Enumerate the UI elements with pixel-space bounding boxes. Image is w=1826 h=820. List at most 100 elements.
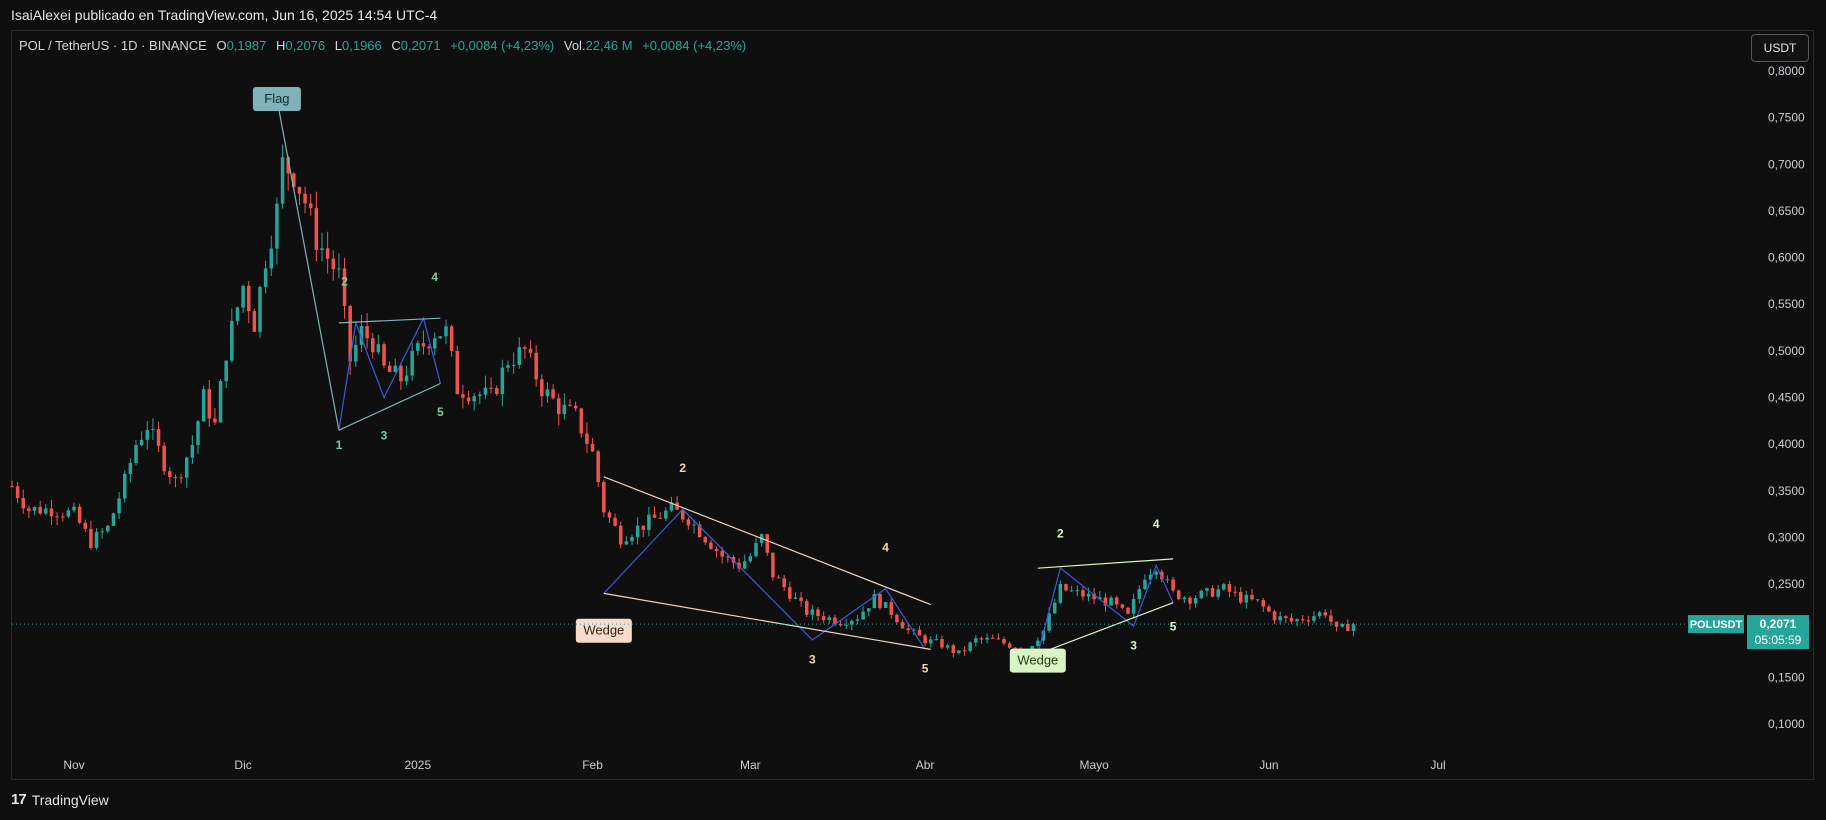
candle-body: [66, 510, 71, 517]
candle-body: [269, 248, 274, 269]
candle-body: [500, 367, 505, 395]
candle-body: [1007, 643, 1012, 648]
tradingview-brand: TradingView: [31, 791, 109, 808]
candle-body: [382, 344, 386, 366]
change-value: +0,0084 (+4,23%): [450, 38, 555, 53]
candle-body: [173, 477, 178, 479]
high-label: H: [275, 38, 286, 53]
wave-label: 4: [1153, 517, 1160, 531]
candle-body: [1154, 571, 1158, 575]
candle-body: [325, 248, 330, 259]
candle-body: [1126, 607, 1130, 614]
candle-body: [618, 525, 623, 545]
candle-body: [940, 639, 944, 648]
candle-body: [754, 542, 758, 557]
candle-body: [156, 429, 161, 446]
candle-body: [449, 326, 454, 352]
flag-pole-line: [276, 98, 340, 431]
y-tick-label: 0,5500: [1768, 297, 1805, 311]
candle-body: [630, 537, 634, 542]
chart-panel[interactable]: [11, 30, 1814, 780]
candle-body: [263, 268, 268, 287]
candle-body: [444, 326, 448, 337]
candle-body: [974, 638, 978, 643]
candle-body: [1250, 594, 1254, 600]
candle-body: [1098, 597, 1102, 600]
candle-body: [793, 597, 798, 599]
candle-body: [331, 258, 336, 270]
candle-body: [1120, 604, 1125, 608]
x-tick-label: Nov: [63, 758, 84, 772]
wave-label: 2: [679, 461, 686, 475]
candle-body: [827, 617, 832, 621]
candle-body: [1323, 612, 1328, 616]
candle-body: [568, 404, 572, 406]
candle-body: [979, 638, 984, 640]
candle-body: [1238, 592, 1243, 603]
low-label: L: [334, 38, 342, 53]
symbol-label[interactable]: POL / TetherUS · 1D · BINANCE: [19, 38, 207, 53]
candle-body: [370, 338, 375, 353]
candle-body: [602, 482, 606, 513]
candle-body: [788, 587, 792, 599]
candle-body: [1092, 593, 1096, 600]
wedge1-zigzag-line: [603, 508, 926, 650]
candle-body: [145, 429, 150, 440]
candle-body: [692, 524, 696, 526]
candle-body: [348, 305, 352, 362]
callout-label: Flag: [264, 91, 289, 106]
currency-button[interactable]: USDT: [1751, 34, 1809, 62]
candle-body: [252, 311, 257, 332]
candle-body: [393, 365, 398, 373]
close-value: 0,2071: [400, 38, 441, 53]
flag-lower-line: [338, 382, 441, 431]
candle-body: [985, 637, 989, 640]
candle-body: [139, 439, 144, 446]
candle-body: [376, 344, 381, 353]
candle-body: [432, 338, 437, 349]
candle-body: [1103, 597, 1108, 606]
candle-body: [83, 522, 88, 529]
x-tick-label: Jun: [1259, 758, 1278, 772]
callout-box: [252, 86, 301, 111]
candle-body: [387, 365, 392, 373]
wedge2-lower-line: [1037, 602, 1174, 655]
candle-body: [224, 360, 228, 382]
candle-body: [1188, 597, 1192, 604]
candle-body: [303, 193, 307, 204]
candle-body: [1244, 594, 1249, 603]
candle-body: [230, 321, 234, 361]
candle-body: [889, 602, 894, 615]
candle-body: [1205, 588, 1209, 591]
candle-body: [799, 597, 803, 601]
candle-body: [27, 508, 31, 511]
candle-body: [60, 516, 65, 518]
candle-body: [613, 517, 617, 526]
wedge2-zigzag-line: [1037, 563, 1174, 655]
candle-body: [359, 326, 364, 345]
y-tick-label: 0,6000: [1768, 251, 1805, 265]
candle-body: [235, 307, 240, 322]
wave-label: 3: [809, 652, 816, 666]
candle-body: [844, 624, 848, 626]
candle-body: [748, 556, 753, 562]
candle-body: [404, 375, 409, 382]
candle-body: [579, 408, 584, 434]
candle-body: [1295, 619, 1299, 622]
candle-body: [782, 578, 786, 588]
callout-label: Wedge: [583, 623, 624, 638]
candle-body: [314, 208, 319, 250]
tradingview-logo[interactable]: 17 TradingView: [11, 791, 109, 808]
volume-change: +0,0084 (+4,23%): [642, 38, 747, 53]
candle-body: [635, 525, 640, 538]
candle-body: [1013, 647, 1018, 649]
candle-body: [776, 577, 781, 579]
y-tick-label: 0,3000: [1768, 530, 1805, 544]
candle-body: [55, 516, 59, 518]
candle-body: [1210, 588, 1215, 597]
candle-body: [1340, 624, 1344, 627]
candle-body: [1148, 574, 1153, 580]
candle-body: [1289, 617, 1294, 622]
